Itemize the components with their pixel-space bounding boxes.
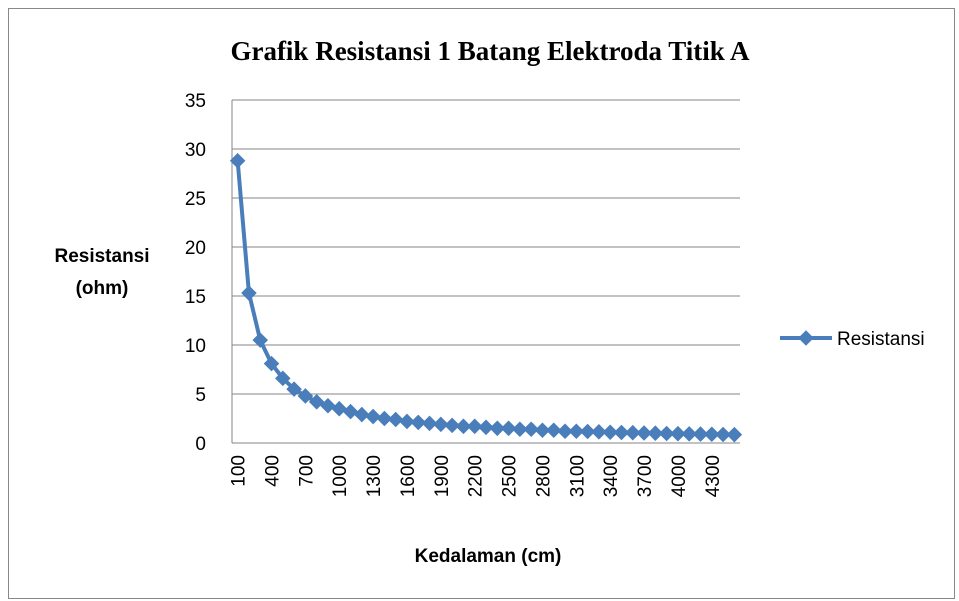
data-point [229, 152, 246, 169]
x-tick-label: 400 [263, 455, 284, 487]
y-tick-label: 5 [195, 385, 206, 406]
x-tick-label: 1600 [398, 455, 419, 497]
x-tick-label: 3100 [567, 455, 588, 497]
data-point [241, 285, 257, 301]
y-tick-label: 30 [185, 140, 206, 161]
x-tick-label: 4000 [669, 455, 690, 497]
x-tick-label: 1300 [364, 455, 385, 497]
x-tick-label: 1000 [330, 455, 351, 497]
chart-border [8, 8, 955, 599]
y-tick-label: 20 [185, 238, 206, 259]
y-tick-label: 35 [185, 91, 206, 112]
legend-label: Resistansi [837, 329, 925, 350]
y-tick-label: 10 [185, 336, 206, 357]
y-tick-label: 0 [195, 434, 206, 455]
x-tick-label: 2800 [533, 455, 554, 497]
y-tick-label: 25 [185, 189, 206, 210]
x-tick-label: 700 [296, 455, 317, 487]
x-tick-label: 3400 [601, 455, 622, 497]
y-axis-title: Resistansi (ohm) [54, 246, 149, 299]
x-tick-label: 2200 [466, 455, 487, 497]
x-tick-label: 3700 [635, 455, 656, 497]
x-tick-label: 4300 [703, 455, 724, 497]
x-tick-label: 1900 [432, 455, 453, 497]
y-tick-label: 15 [185, 287, 206, 308]
x-tick-label: 100 [229, 455, 250, 487]
x-tick-label: 2500 [500, 455, 521, 497]
x-axis-title: Kedalaman (cm) [415, 546, 562, 567]
chart-title: Grafik Resistansi 1 Batang Elektroda Tit… [230, 36, 750, 66]
